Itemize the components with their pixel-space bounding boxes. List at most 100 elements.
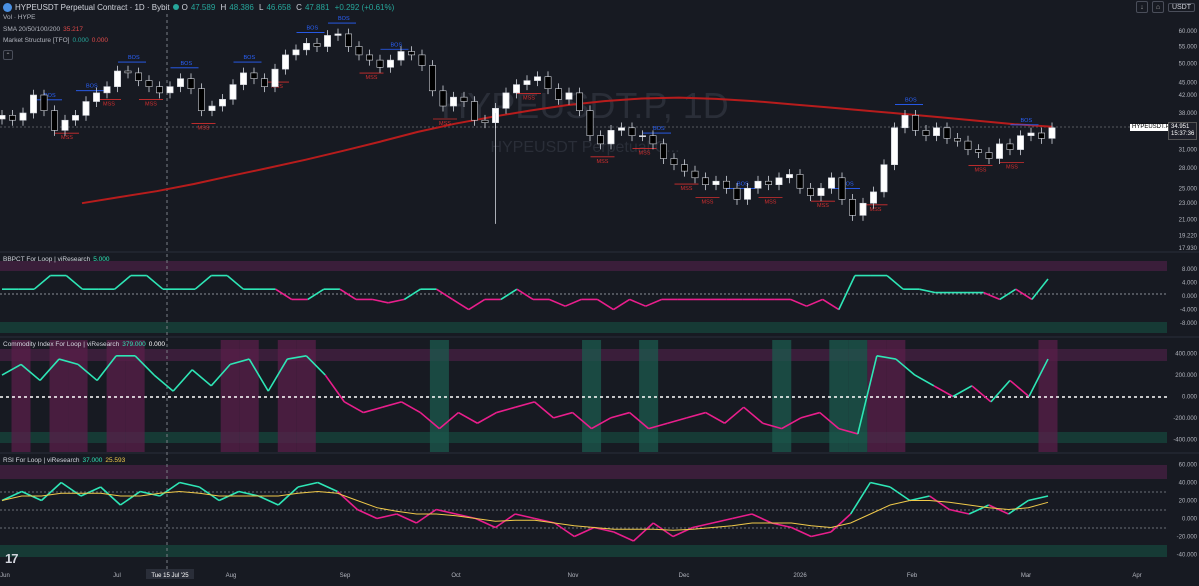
candle-down — [313, 42, 321, 47]
candle-down — [355, 46, 363, 56]
cci-axis-tick: 400.000 — [1175, 352, 1197, 358]
cci-segment — [838, 427, 859, 435]
cci-segment — [363, 406, 383, 414]
cci-segment — [248, 358, 269, 392]
price-axis-tick: 17.930 — [1179, 246, 1198, 252]
candle-up — [303, 42, 310, 51]
candle-down — [124, 70, 132, 74]
price-axis-tick: 55.000 — [1179, 45, 1198, 51]
bbpct-value: 5.000 — [93, 256, 110, 263]
volume-legend[interactable]: Vol · HYPE — [3, 14, 36, 21]
rsi-segment — [1008, 499, 1029, 515]
bbpct-axis-tick: -4.000 — [1180, 308, 1198, 314]
candle-down — [849, 199, 856, 216]
bbpct-segment — [516, 288, 534, 301]
rsi-segment — [119, 490, 141, 506]
candle-down — [954, 138, 961, 142]
scroll-down-icon[interactable]: ↓ — [1135, 1, 1148, 13]
bbpct-title: BBPCT For Loop | viResearch — [3, 256, 91, 263]
cci-signal-bands — [11, 340, 1058, 452]
candle-down — [796, 174, 804, 189]
bbpct-segment — [403, 288, 421, 301]
cci-segment — [305, 355, 326, 376]
bbpct-segment — [500, 288, 518, 301]
bbpct-segment — [613, 298, 631, 311]
candle-down — [660, 143, 667, 159]
candle-down — [439, 90, 447, 107]
symbol-price-tag: HYPEUSDT.P — [1130, 124, 1172, 131]
candle-up — [870, 191, 877, 204]
cci-band — [49, 340, 69, 452]
rsi-legend[interactable]: RSI For Loop | viResearch 37.000 25.593 — [3, 457, 125, 464]
price-axis-tick: 28.000 — [1179, 166, 1198, 172]
symbol-title[interactable]: HYPEUSDT Perpetual Contract · 1D · Bybit — [3, 2, 170, 12]
bbpct-segment — [339, 288, 357, 301]
bbpct-legend[interactable]: BBPCT For Loop | viResearch 5.000 — [3, 256, 109, 263]
rsi-segment — [574, 526, 595, 538]
cci-band — [68, 340, 88, 452]
bbpct-segment — [114, 274, 132, 290]
candle-up — [880, 164, 888, 193]
candle-up — [828, 177, 835, 189]
rsi-segment — [80, 486, 102, 497]
bbpct-segment — [1031, 278, 1049, 300]
price-axis-tick: 25.000 — [1179, 186, 1198, 192]
candle-up — [61, 119, 69, 131]
cci-segment — [172, 369, 193, 392]
cci-segment — [39, 358, 60, 381]
cci-legend[interactable]: Commodity Index For Loop | viResearch 379… — [3, 341, 165, 348]
candle-down — [418, 54, 426, 66]
candle-up — [786, 174, 793, 179]
cci-segment — [515, 401, 535, 408]
high-label: H — [220, 2, 227, 12]
rsi-signal-line — [1, 490, 1049, 531]
candle-down — [544, 76, 552, 89]
cci-segment — [876, 355, 896, 360]
cci-segment — [686, 411, 706, 419]
rsi-segment — [968, 504, 990, 515]
price-axis-tick: 31.000 — [1179, 148, 1198, 154]
collapse-legend-icon[interactable]: ⌃ — [3, 50, 13, 60]
rsi-segment — [475, 517, 496, 529]
mss-label: MSS — [439, 121, 451, 127]
candle-down — [964, 140, 972, 150]
tradingview-logo[interactable]: 17 — [5, 551, 19, 566]
rsi-segment — [810, 531, 832, 538]
ohlc-values: O 47.589 H 48.386 L 46.658 C 47.881 +0.292 (… — [182, 3, 398, 12]
time-axis-tick: Aug — [226, 573, 237, 579]
candle-down — [586, 110, 594, 136]
bos-label: BOS — [128, 55, 140, 61]
lock-icon[interactable]: ⌂ — [1151, 1, 1164, 13]
market-structure-legend[interactable]: Market Structure [TFO] 0.000 0.000 — [3, 37, 108, 44]
bbpct-segment — [371, 298, 389, 304]
rsi-segment — [988, 504, 1009, 515]
candle-up — [271, 68, 279, 87]
candle-down — [1006, 143, 1014, 150]
cci-segment — [287, 355, 307, 360]
candle-up — [103, 86, 111, 94]
rsi-segment — [198, 486, 220, 502]
currency-button[interactable]: USDT — [1167, 2, 1195, 12]
sma200-line — [81, 96, 1053, 205]
candle-up — [240, 72, 247, 85]
candle-down — [943, 127, 951, 139]
bbpct-segment — [1015, 288, 1033, 301]
cci-segment — [914, 374, 935, 387]
bbpct-segment — [275, 288, 293, 301]
candle-down — [9, 115, 16, 121]
bos-label: BOS — [86, 84, 98, 90]
price-axis-tick: 60.000 — [1179, 29, 1198, 35]
price-axis-tick: 23.000 — [1179, 201, 1198, 207]
candle-down — [471, 101, 478, 121]
sma-legend[interactable]: SMA 20/50/100/200 35.217 — [3, 26, 83, 33]
candle-up — [219, 99, 226, 107]
bbpct-segment — [468, 298, 486, 311]
rsi-segment — [376, 513, 397, 520]
cci-segment — [210, 363, 231, 387]
crosshair-date: Tue 15 Jul '25 — [151, 573, 189, 579]
candle-down — [681, 164, 688, 172]
candle-down — [576, 92, 583, 111]
mss-label: MSS — [870, 207, 882, 213]
cci-segment — [1009, 379, 1030, 398]
cci-segment — [96, 355, 117, 381]
